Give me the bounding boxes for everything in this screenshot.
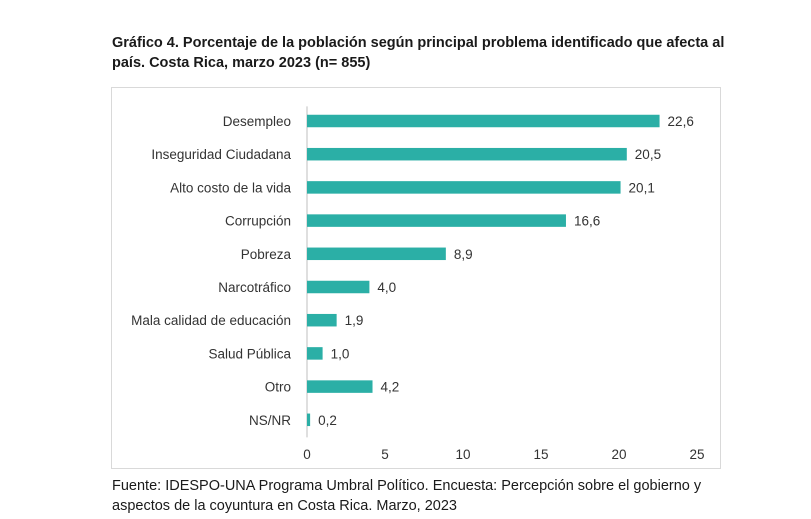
bar	[307, 147, 627, 161]
bar	[307, 413, 311, 427]
category-label: Pobreza	[241, 247, 292, 262]
bar	[307, 114, 660, 128]
bar	[307, 380, 373, 393]
category-label: Mala calidad de educación	[131, 313, 291, 328]
category-label: NS/NR	[249, 413, 291, 428]
bar	[307, 214, 566, 227]
category-label: Otro	[265, 380, 291, 395]
bar	[307, 313, 337, 327]
category-label: Inseguridad Ciudadana	[151, 147, 291, 162]
bar	[307, 280, 370, 294]
x-tick-label: 20	[611, 447, 626, 462]
source-note: Fuente: IDESPO-UNA Programa Umbral Polít…	[112, 478, 702, 514]
value-label: 4,2	[381, 380, 400, 395]
x-tick-label: 5	[381, 447, 389, 462]
bar	[307, 181, 621, 194]
value-label: 4,0	[377, 280, 396, 295]
value-label: 20,1	[629, 180, 655, 195]
bar	[307, 347, 323, 360]
bar	[307, 247, 446, 261]
x-tick-label: 10	[455, 447, 470, 462]
bar-chart: 0 5 10 15 20 25 Desempleo 22,6 Inseguridad Ciud…	[131, 106, 705, 462]
value-label: 8,9	[454, 247, 473, 262]
x-tick-label: 0	[303, 447, 311, 462]
value-label: 1,9	[345, 313, 364, 328]
x-tick-label: 15	[533, 447, 548, 462]
category-label: Corrupción	[225, 214, 291, 229]
category-label: Salud Pública	[208, 346, 291, 361]
value-label: 22,6	[668, 114, 694, 129]
category-label: Narcotráfico	[218, 280, 291, 295]
category-label: Desempleo	[223, 114, 291, 129]
value-label: 0,2	[318, 413, 337, 428]
x-tick-label: 25	[689, 447, 704, 462]
value-label: 1,0	[331, 346, 350, 361]
value-label: 20,5	[635, 147, 661, 162]
value-label: 16,6	[574, 214, 600, 229]
category-label: Alto costo de la vida	[170, 180, 291, 195]
chart-title: Gráfico 4. Porcentaje de la población se…	[112, 35, 725, 71]
